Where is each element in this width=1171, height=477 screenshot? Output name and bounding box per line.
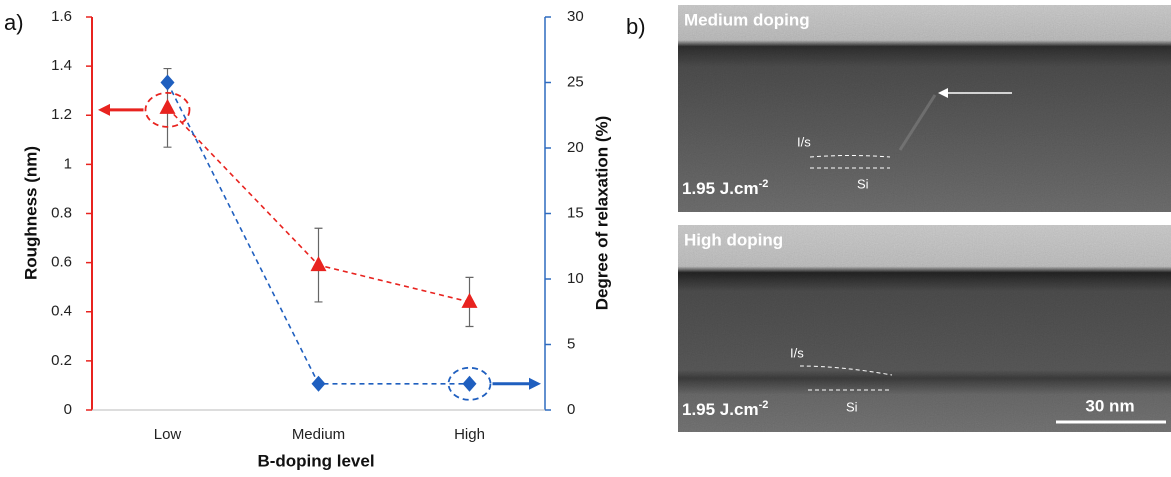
y-tick-label: 0.4 — [51, 303, 72, 320]
fluence: 1.95 J.cm-2 — [682, 178, 768, 199]
fluence-text: 1.95 J.cm — [682, 400, 759, 419]
point — [311, 375, 326, 392]
point — [462, 375, 477, 392]
y-tick-label: 1 — [64, 155, 72, 172]
micrograph: High doping 1.95 J.cm-2 I/s Si 30 nm — [678, 225, 1171, 432]
substrate-label: Si — [857, 176, 869, 191]
y2-axis-label: Degree of relaxation (%) — [592, 116, 611, 311]
fluence: 1.95 J.cm-2 — [682, 399, 768, 420]
y-tick-label: 1.4 — [51, 57, 72, 74]
x-axis-label: B-doping level — [257, 451, 374, 470]
x-tick-label: High — [454, 426, 485, 443]
y2-tick-label: 30 — [567, 8, 584, 25]
tem-image — [678, 225, 1171, 432]
y-tick-label: 0 — [64, 401, 72, 418]
fluence-text: 1.95 J.cm — [682, 179, 759, 198]
interface-line — [809, 155, 891, 158]
y2-tick-label: 25 — [567, 73, 584, 90]
y-tick-label: 1.6 — [51, 8, 72, 25]
image-title: High doping — [684, 230, 783, 249]
arrow-head — [938, 88, 948, 98]
annotation-ellipse — [144, 91, 191, 128]
scale-bar-label: 30 nm — [1085, 396, 1134, 415]
y2-tick-label: 20 — [567, 139, 584, 156]
y-tick-label: 1.2 — [51, 106, 72, 123]
x-tick-label: Medium — [292, 426, 345, 443]
annotation-arrow-head — [98, 103, 110, 116]
y2-tick-label: 5 — [567, 335, 575, 352]
image-title: Medium doping — [684, 10, 810, 29]
y-tick-label: 0.2 — [51, 352, 72, 369]
annotation-ellipse — [447, 366, 492, 401]
defect — [898, 94, 937, 151]
y2-tick-label: 0 — [567, 401, 575, 418]
point — [159, 98, 176, 114]
point — [160, 74, 175, 91]
panel-label: a) — [4, 10, 24, 35]
interface-label: I/s — [797, 134, 811, 149]
y-axis-label: Roughness (nm) — [21, 146, 40, 280]
fluence-exp: -2 — [759, 399, 769, 411]
x-tick-label: Low — [154, 426, 182, 443]
y2-tick-label: 15 — [567, 204, 584, 221]
panel-label: b) — [626, 14, 646, 39]
point — [461, 292, 478, 308]
y-tick-label: 0.6 — [51, 254, 72, 271]
y-tick-label: 0.8 — [51, 204, 72, 221]
micrograph: Medium doping 1.95 J.cm-2 I/s Si — [678, 5, 1171, 212]
tem-image — [678, 5, 1171, 212]
point — [310, 256, 327, 272]
interface-label: I/s — [790, 345, 804, 360]
y2-tick-label: 10 — [567, 270, 584, 287]
annotation-arrow-head — [529, 377, 541, 390]
interface-line — [799, 365, 893, 376]
substrate-label: Si — [846, 399, 858, 414]
fluence-exp: -2 — [759, 178, 769, 190]
